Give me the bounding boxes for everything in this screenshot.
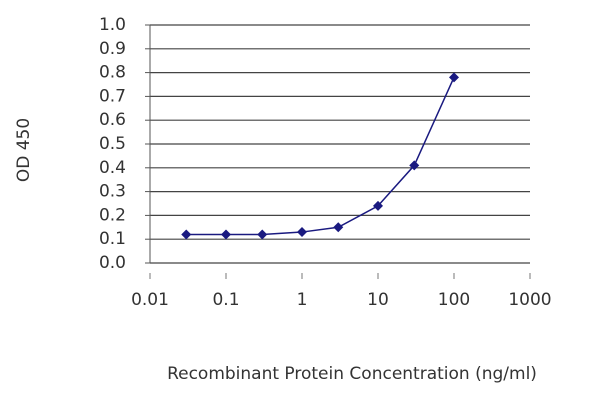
data-point [409,160,420,171]
data-point [373,200,383,211]
y-tick-label: 0.4 [99,158,126,178]
y-tick-label: 1.0 [99,15,126,35]
data-point [297,227,307,238]
x-tick-label: 1 [297,290,308,310]
y-tick-label: 0.0 [99,253,126,273]
x-tick-label: 10 [367,290,389,310]
y-tick-label: 0.2 [99,205,126,225]
y-tick-label: 0.9 [99,39,126,59]
data-point [449,72,459,83]
y-axis-label: OD 450 [14,118,34,182]
data-point [333,222,344,233]
y-tick-label: 0.3 [99,182,126,202]
x-tick-label: 100 [438,290,470,310]
y-tick-label: 0.7 [99,86,126,106]
data-point [181,229,192,240]
y-tick-label: 0.8 [99,63,126,83]
x-tick-label: 0.01 [131,290,169,310]
x-tick-label: 0.1 [212,290,239,310]
data-line [186,77,455,236]
y-tick-label: 0.6 [99,110,126,130]
y-tick-label: 0.1 [99,229,126,249]
x-axis-label: Recombinant Protein Concentration (ng/ml… [167,364,537,384]
x-tick-label: 1000 [508,290,551,310]
data-point [221,229,231,240]
data-point [257,229,268,240]
y-tick-label: 0.5 [99,134,126,154]
